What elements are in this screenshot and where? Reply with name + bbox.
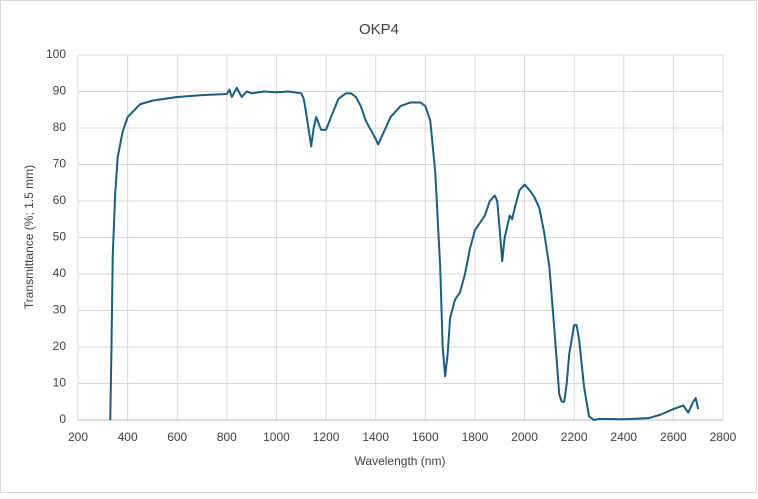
x-tick-label: 800 [217,430,237,444]
x-tick-label: 200 [68,430,88,444]
x-tick-label: 2400 [610,430,637,444]
x-tick-label: 2000 [511,430,538,444]
x-tick-label: 1000 [263,430,290,444]
y-tick-label: 30 [53,303,67,317]
y-tick-label: 70 [53,157,67,171]
y-tick-label: 20 [53,339,67,353]
y-tick-label: 40 [53,266,67,280]
x-tick-label: 1200 [313,430,340,444]
y-tick-label: 10 [53,376,67,390]
y-axis-label: Transmittance (%; 1.5 mm) [22,165,36,309]
y-tick-label: 100 [46,47,66,61]
x-tick-label: 2800 [710,430,737,444]
y-tick-label: 50 [53,230,67,244]
data-line [109,86,700,421]
x-tick-label: 2600 [660,430,687,444]
chart-title: OKP4 [359,21,399,38]
y-tick-label: 60 [53,193,67,207]
y-tick-label: 90 [53,84,67,98]
x-tick-label: 600 [167,430,187,444]
x-tick-label: 2200 [561,430,588,444]
x-tick-label: 400 [118,430,138,444]
x-tick-label: 1400 [362,430,389,444]
y-tick-label: 80 [53,120,67,134]
x-tick-label: 1600 [412,430,439,444]
x-tick-label: 1800 [462,430,489,444]
y-tick-label: 0 [59,412,66,426]
x-axis-label: Wavelength (nm) [355,454,446,468]
